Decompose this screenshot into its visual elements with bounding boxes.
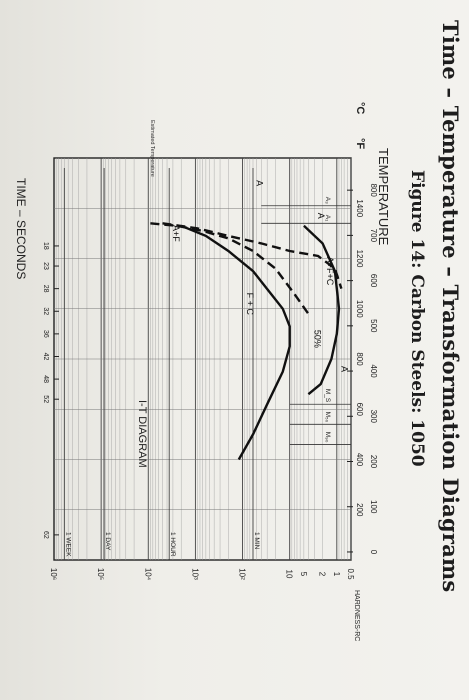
curve-start — [303, 224, 341, 396]
hardness-tick-label: 18 — [42, 242, 49, 250]
celsius-tick-label: 500 — [369, 319, 378, 333]
hardness-tick-label: 52 — [42, 395, 49, 403]
curve-finish — [180, 224, 291, 461]
time-tick-label: 10⁶ — [49, 568, 58, 580]
time-marker-label: 1 MIN — [253, 532, 260, 550]
hardness-tick-label: 36 — [42, 330, 49, 338]
hardness-axis-label: HARDNESS-RC — [353, 590, 360, 641]
transformation-curves — [150, 222, 343, 461]
celsius-tick-label: 700 — [369, 229, 378, 243]
hardness-tick-label: 62 — [42, 531, 49, 539]
reference-line-label: M_S — [324, 389, 331, 403]
time-tick-label: 1 — [332, 572, 341, 577]
hardness-tick-label: 48 — [42, 375, 49, 383]
temperature-axis-label: TEMPERATURE — [376, 148, 391, 246]
reference-lines — [261, 205, 351, 445]
region-label: F + C — [245, 293, 255, 316]
celsius-tick-label: 300 — [369, 410, 378, 424]
fahrenheit-tick-label: 200 — [355, 503, 364, 517]
time-tick-label: 0.5 — [346, 568, 355, 580]
fahrenheit-tick-label: 800 — [355, 352, 364, 366]
celsius-tick-label: 200 — [369, 455, 378, 469]
time-tick-label: 10⁵ — [96, 568, 105, 580]
time-marker-label: 1 WEEK — [64, 532, 71, 557]
reference-line-label: M₉₀ — [324, 432, 331, 443]
hardness-tick-label: 32 — [42, 307, 49, 315]
celsius-tick-label: 0 — [369, 550, 378, 555]
time-axis-label: TIME – SECONDS — [14, 178, 28, 279]
chart-labels: 200 400 600 800 1000 1200 1400 0 100 200 300 400 500… — [42, 180, 378, 581]
reference-line-label: A₃ — [324, 197, 331, 204]
reference-line-label: M₅₀ — [324, 412, 331, 423]
curve-transformation-complete — [150, 222, 310, 315]
curve-ferrite-start — [162, 222, 343, 289]
hardness-tick-label: 42 — [42, 353, 49, 361]
celsius-tick-label: 800 — [369, 183, 378, 197]
region-label: A+F+C — [325, 257, 335, 286]
estimated-temperature-note: Estimated Temperature — [149, 120, 155, 177]
chart-title: I-T DIAGRAM — [136, 400, 148, 468]
fahrenheit-tick-label: 1200 — [355, 250, 364, 268]
celsius-tick-label: 400 — [369, 364, 378, 378]
celsius-tick-label: 100 — [369, 500, 378, 514]
time-tick-label: 10² — [238, 568, 247, 580]
hardness-tick-label: 23 — [42, 262, 49, 270]
fahrenheit-tick-label: 400 — [355, 453, 364, 467]
fahrenheit-tick-label: 1400 — [355, 199, 364, 217]
time-marker-label: 1 DAY — [104, 532, 111, 551]
time-tick-label: 10⁴ — [143, 568, 152, 581]
fahrenheit-tick-label: 1000 — [355, 300, 364, 318]
fahrenheit-tick-label: 600 — [355, 403, 364, 417]
region-label: A — [316, 213, 326, 219]
chart-grid — [53, 157, 353, 561]
time-tick-label: 2 — [318, 572, 327, 577]
region-label: A+F — [171, 225, 181, 242]
region-label: A — [339, 366, 349, 372]
time-tick-label: 5 — [299, 572, 308, 577]
hardness-tick-label: 28 — [42, 285, 49, 293]
time-tick-label: 10 — [285, 570, 294, 579]
celsius-unit-label: °C — [354, 102, 366, 114]
reference-line-label: A₁ — [324, 215, 331, 222]
region-label: 50% — [312, 330, 322, 348]
region-label: A — [255, 180, 265, 186]
time-tick-label: 10³ — [190, 568, 199, 580]
fahrenheit-unit-label: °F — [354, 138, 366, 149]
celsius-tick-label: 600 — [369, 274, 378, 288]
time-marker-label: 1 HOUR — [169, 532, 176, 557]
